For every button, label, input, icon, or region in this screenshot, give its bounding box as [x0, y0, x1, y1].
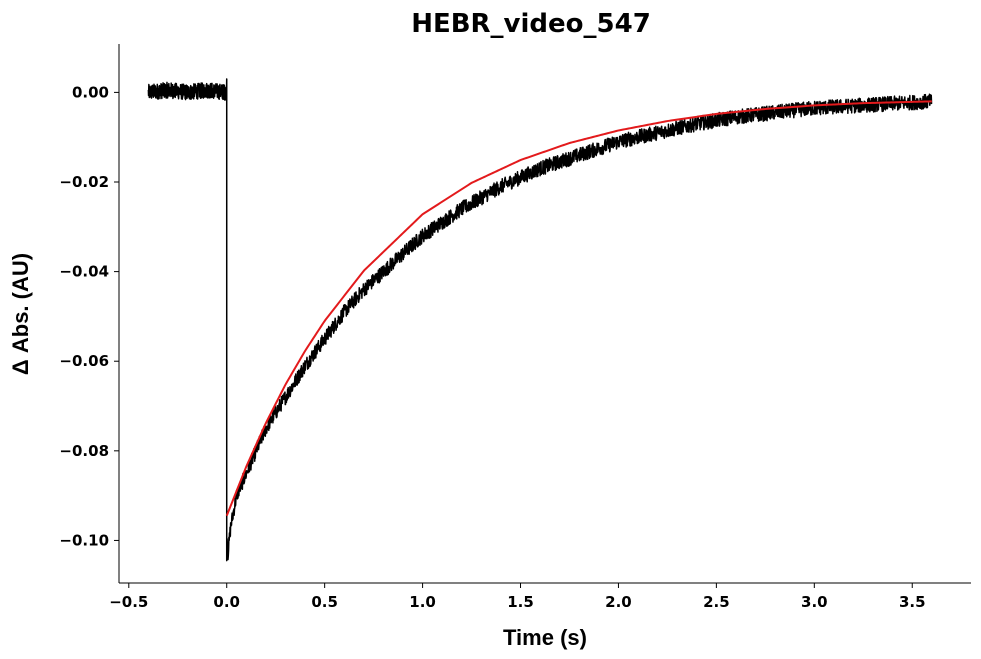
x-tick-label: 2.0 [605, 593, 632, 611]
y-axis-ticks: 0.00 −0.02 −0.04 −0.06 −0.08 −0.10 [59, 83, 119, 549]
y-tick-label: −0.02 [59, 173, 109, 191]
x-tick-label: 3.5 [899, 593, 926, 611]
chart-title: HEBR_video_547 [411, 9, 651, 39]
y-tick-label: −0.08 [59, 442, 109, 460]
x-tick-label: 1.5 [507, 593, 534, 611]
y-axis-label: Δ Abs. (AU) [8, 253, 33, 375]
y-tick-label: −0.04 [59, 263, 109, 281]
x-axis-label: Time (s) [503, 625, 587, 650]
x-tick-label: 2.5 [703, 593, 730, 611]
y-tick-label: 0.00 [72, 83, 109, 101]
x-tick-label: 0.0 [213, 593, 240, 611]
x-tick-label: 1.0 [409, 593, 436, 611]
x-axis-ticks: −0.5 0.0 0.5 1.0 1.5 2.0 2.5 3.0 3.5 [109, 583, 926, 611]
y-tick-label: −0.06 [59, 352, 109, 370]
measured-trace-line [147, 78, 933, 562]
y-tick-label: −0.10 [59, 531, 109, 549]
x-tick-label: 0.5 [311, 593, 338, 611]
x-tick-label: −0.5 [109, 593, 148, 611]
fit-curve-line [225, 100, 932, 517]
x-tick-label: 3.0 [801, 593, 828, 611]
plot-area [147, 78, 933, 562]
